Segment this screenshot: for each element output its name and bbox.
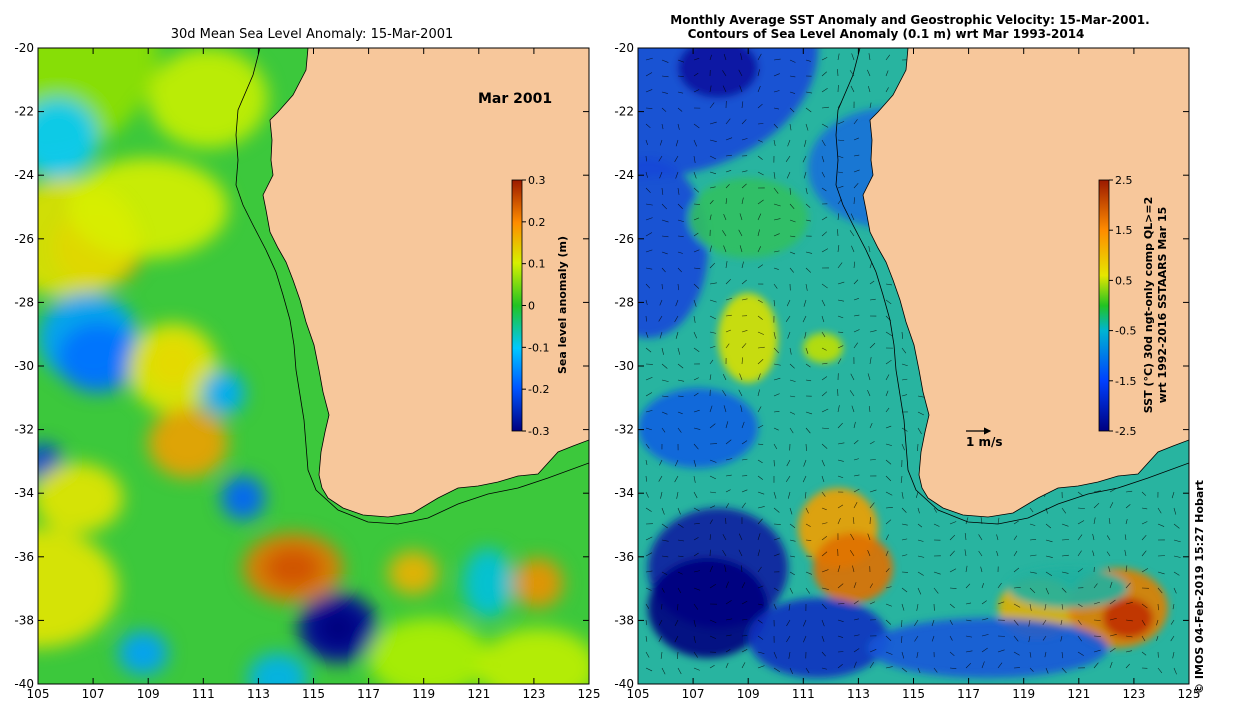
left-lon-label: 121 [467, 687, 490, 701]
left-lat-label: -36 [14, 550, 34, 564]
sla-colorbar-tick: -0.3 [528, 425, 549, 438]
left-lat-label: -20 [14, 41, 34, 55]
left-lon-label: 119 [412, 687, 435, 701]
sla-colorbar-tick: 0.2 [528, 216, 546, 229]
right-lon-label: 125 [1178, 687, 1201, 701]
right-lon-label: 121 [1067, 687, 1090, 701]
right-lat-label: -32 [614, 423, 634, 437]
sla-colorbar-tick: -0.2 [528, 383, 549, 396]
sla-colorbar-tick: -0.1 [528, 341, 549, 354]
left-lat-label: -34 [14, 486, 34, 500]
right-map: Monthly Average SST Anomaly and Geostrop… [614, 13, 1200, 701]
right-lon-label: 117 [957, 687, 980, 701]
sst-colorbar-tick: -2.5 [1115, 425, 1136, 438]
left-lon-label: 123 [522, 687, 545, 701]
right-lat-label: -34 [614, 486, 634, 500]
credit-text: © IMOS 04-Feb-2019 15:27 Hobart [1193, 480, 1206, 694]
right-lat-label: -22 [614, 105, 634, 119]
left-land-mass [262, 48, 589, 518]
sla-colorbar-tick: 0.1 [528, 258, 546, 271]
right-lat-label: -28 [614, 295, 634, 309]
left-title: 30d Mean Sea Level Anomaly: 15-Mar-2001 [171, 27, 454, 42]
right-title-line2: Contours of Sea Level Anomaly (0.1 m) wr… [688, 27, 1085, 41]
left-inset-date: Mar 2001 [478, 91, 552, 107]
sla-field [38, 48, 589, 684]
right-title-line1: Monthly Average SST Anomaly and Geostrop… [670, 13, 1149, 27]
sla-colorbar-tick: 0 [528, 300, 535, 313]
right-lat-label: -26 [614, 232, 634, 246]
right-lon-label: 123 [1122, 687, 1145, 701]
left-lat-label: -22 [14, 105, 34, 119]
left-lat-label: -38 [14, 613, 34, 627]
sst-colorbar-tick: -0.5 [1115, 325, 1136, 338]
left-lon-label: 109 [137, 687, 160, 701]
sst-colorbar-label-2: wrt 1992-2016 SSTAARS Mar 15 [1156, 207, 1169, 403]
right-lat-label: -38 [614, 613, 634, 627]
left-lon-label: 115 [302, 687, 325, 701]
sla-colorbar-label: Sea level anomaly (m) [556, 236, 569, 374]
sla-colorbar-tick: 0.3 [528, 174, 546, 187]
left-lat-label: -24 [14, 168, 34, 182]
left-map: 30d Mean Sea Level Anomaly: 15-Mar-2001 … [14, 27, 600, 701]
sst-colorbar-tick: 2.5 [1115, 174, 1133, 187]
left-lat-label: -40 [14, 677, 34, 691]
sla-colorbar: 0.3 0.2 0.1 0 -0.1 -0.2 -0.3 Sea level anomaly… [511, 174, 569, 438]
right-axes: 105 107 109 111 113 115 117 119 121 123 125 -20 -22 -… [614, 41, 1200, 701]
velocity-vectors [645, 53, 1181, 675]
right-shelf-contour [835, 48, 1189, 525]
left-lon-label: 113 [247, 687, 270, 701]
left-lat-label: -26 [14, 232, 34, 246]
right-lon-label: 113 [847, 687, 870, 701]
right-lon-label: 109 [737, 687, 760, 701]
right-lat-label: -40 [614, 677, 634, 691]
left-lon-label: 105 [27, 687, 50, 701]
sst-colorbar-label-1: SST (°C) 30d ngt-only comp QL>=2 [1142, 197, 1155, 414]
left-shelf-contour [235, 48, 589, 525]
left-lat-label: -30 [14, 359, 34, 373]
sst-colorbar: 2.5 1.5 0.5 -0.5 -1.5 -2.5 SST (°C) 30d ngt-o… [1098, 174, 1169, 438]
left-lat-label: -32 [14, 423, 34, 437]
scale-label: 1 m/s [966, 435, 1003, 449]
sst-colorbar-tick: 0.5 [1115, 274, 1133, 287]
sst-colorbar-tick: -1.5 [1115, 375, 1136, 388]
right-lon-label: 105 [627, 687, 650, 701]
right-lat-label: -24 [614, 168, 634, 182]
left-lat-label: -28 [14, 295, 34, 309]
right-lon-label: 107 [682, 687, 705, 701]
right-lat-label: -36 [614, 550, 634, 564]
left-lon-label: 111 [192, 687, 215, 701]
sst-colorbar-tick: 1.5 [1115, 224, 1133, 237]
right-lat-label: -30 [614, 359, 634, 373]
right-lon-label: 119 [1012, 687, 1035, 701]
right-lat-label: -20 [614, 41, 634, 55]
left-lon-label: 107 [82, 687, 105, 701]
left-lon-label: 117 [357, 687, 380, 701]
left-axes: 105 107 109 111 113 115 117 119 121 123 125 -20 -22 -… [14, 41, 600, 701]
right-lon-label: 111 [792, 687, 815, 701]
left-lon-label: 125 [578, 687, 601, 701]
right-lon-label: 115 [902, 687, 925, 701]
